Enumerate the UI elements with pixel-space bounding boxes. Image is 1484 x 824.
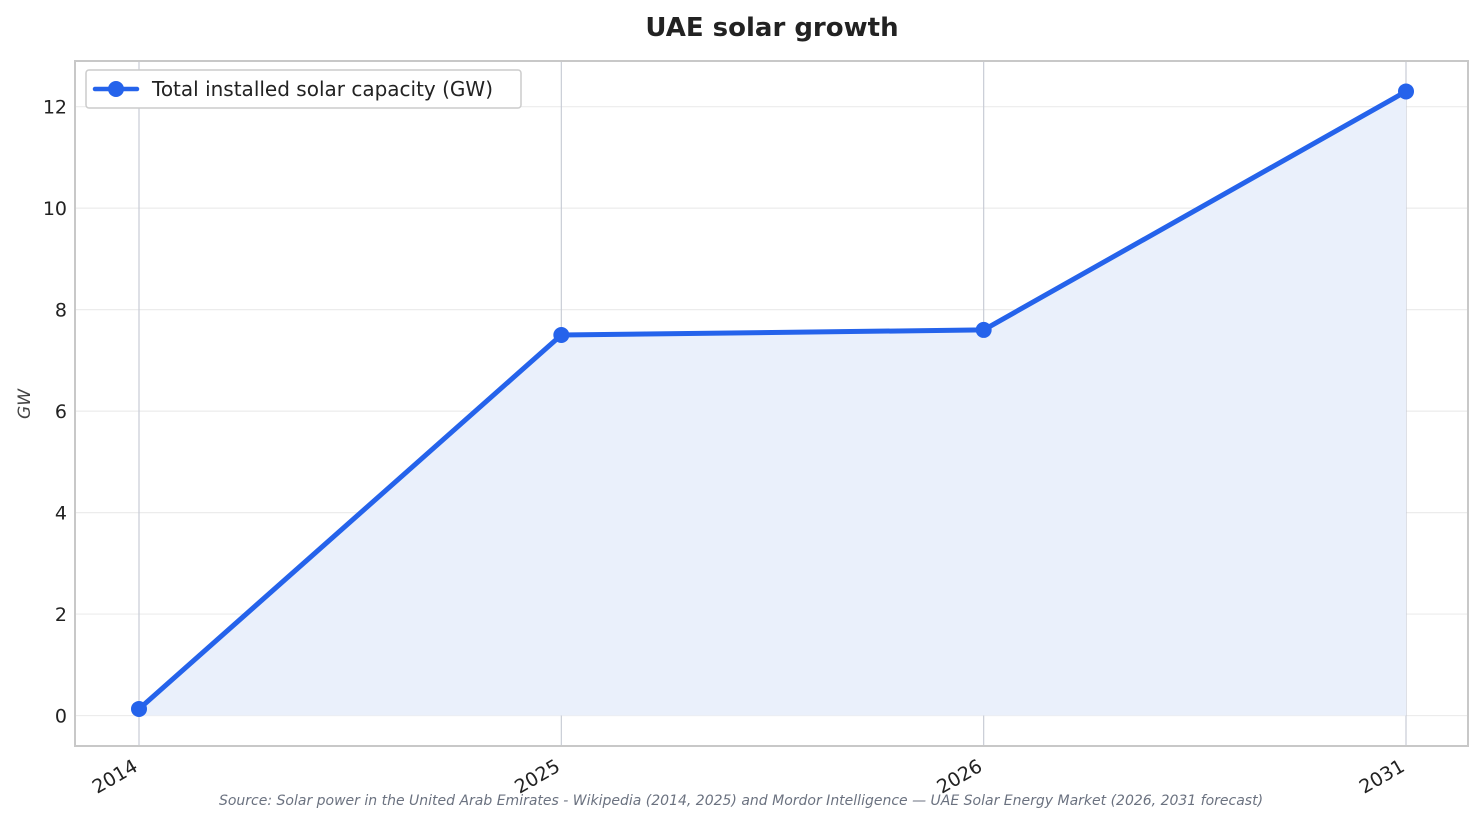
legend-label: Total installed solar capacity (GW) [151,77,493,101]
series-line [136,88,1409,712]
y-tick-label: 4 [55,503,67,525]
chart-title: UAE solar growth [645,13,898,43]
y-axis-ticks: 0 2 4 6 8 10 12 [43,97,67,728]
x-tick-label: 2031 [1356,755,1409,798]
legend-marker-icon [108,81,124,97]
y-axis-label: GW [15,388,35,419]
y-tick-label: 6 [55,401,67,423]
y-tick-label: 0 [55,706,67,728]
y-tick-label: 12 [43,97,67,119]
y-tick-label: 10 [43,198,67,220]
y-tick-label: 2 [55,604,67,626]
source-note: Source: Solar power in the United Arab E… [219,793,1263,809]
y-tick-label: 8 [55,300,67,322]
data-point [131,700,147,717]
plot-frame [74,60,1469,747]
data-point [1398,83,1414,100]
series-layer [131,83,1414,717]
legend-box [85,69,522,109]
x-tick-label: 2014 [89,755,142,798]
legend: Total installed solar capacity (GW) [85,69,522,109]
data-point [553,327,570,343]
data-point [975,321,992,338]
area-fill [139,91,1406,716]
